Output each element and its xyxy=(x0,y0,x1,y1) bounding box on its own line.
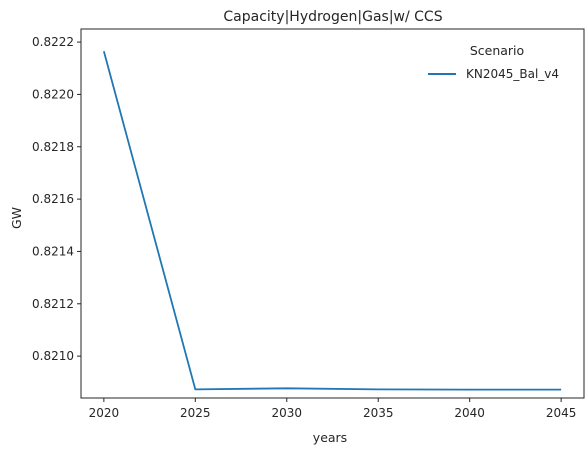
y-tick-label: 0.8222 xyxy=(32,35,74,49)
x-tick-label: 2030 xyxy=(271,406,302,420)
x-tick-label: 2020 xyxy=(89,406,120,420)
plot-area-frame xyxy=(80,28,585,399)
series-line xyxy=(102,51,562,391)
x-tick-label: 2045 xyxy=(546,406,577,420)
x-axis-label: years xyxy=(313,430,347,445)
x-tick-label: 2040 xyxy=(454,406,485,420)
x-tick-label: 2025 xyxy=(180,406,211,420)
x-tick-label: 2035 xyxy=(363,406,394,420)
legend: Scenario KN2045_Bal_v4 xyxy=(428,43,559,81)
y-tick-label: 0.8210 xyxy=(32,349,74,363)
chart-title: Capacity|Hydrogen|Gas|w/ CCS xyxy=(223,9,442,25)
y-axis: 0.8210 0.8212 0.8214 0.8216 0.8218 0.8220 0.82… xyxy=(32,35,81,363)
legend-label: KN2045_Bal_v4 xyxy=(466,67,559,81)
y-tick-label: 0.8212 xyxy=(32,297,74,311)
y-tick-label: 0.8214 xyxy=(32,244,74,258)
series-layer xyxy=(102,51,562,391)
legend-title: Scenario xyxy=(470,43,524,58)
x-axis: 2020 2025 2030 2035 2040 2045 xyxy=(89,398,577,420)
y-tick-label: 0.8220 xyxy=(32,87,74,101)
y-axis-label: GW xyxy=(9,207,24,229)
y-tick-label: 0.8218 xyxy=(32,140,74,154)
y-tick-label: 0.8216 xyxy=(32,192,74,206)
